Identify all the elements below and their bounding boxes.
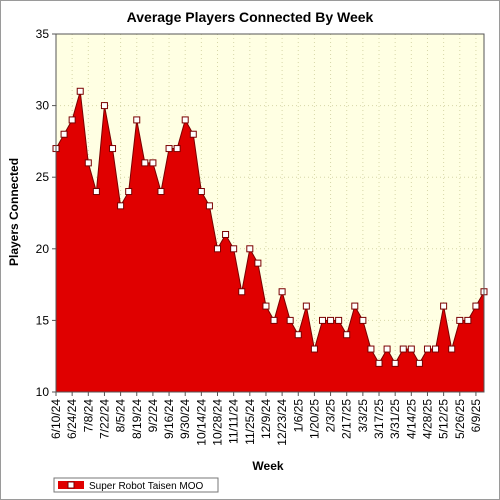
data-point: [68, 116, 76, 124]
data-point: [141, 159, 149, 167]
x-tick-label: 2/17/25: [340, 399, 354, 439]
y-tick-label: 10: [36, 385, 50, 399]
x-tick-label: 9/30/24: [178, 399, 192, 439]
data-point: [246, 245, 254, 253]
x-tick-label: 3/31/25: [388, 399, 402, 439]
data-point: [407, 345, 415, 353]
data-point: [327, 316, 335, 324]
y-tick-label: 35: [36, 27, 50, 41]
x-tick-label: 6/24/24: [65, 399, 79, 439]
data-point: [230, 245, 238, 253]
data-point: [149, 159, 157, 167]
data-point: [432, 345, 440, 353]
y-tick-label: 20: [36, 242, 50, 256]
data-point: [472, 302, 480, 310]
legend-box: [53, 477, 219, 493]
data-point: [391, 359, 399, 367]
data-point: [197, 188, 205, 196]
data-point: [399, 345, 407, 353]
x-tick-label: 12/23/24: [275, 399, 289, 446]
chart-title: Average Players Connected By Week: [127, 9, 374, 25]
x-tick-label: 10/28/24: [211, 399, 225, 446]
x-tick-label: 11/25/24: [243, 399, 257, 445]
x-tick-label: 7/8/24: [81, 399, 95, 433]
data-point: [222, 230, 230, 238]
data-point: [181, 116, 189, 124]
data-point: [117, 202, 125, 210]
x-tick-label: 11/11/24: [227, 399, 241, 444]
data-point: [270, 316, 278, 324]
data-point: [367, 345, 375, 353]
x-tick-label: 6/10/24: [49, 399, 63, 439]
data-point: [294, 331, 302, 339]
data-point: [262, 302, 270, 310]
data-point: [359, 316, 367, 324]
data-point: [165, 145, 173, 153]
y-tick-label: 15: [36, 313, 50, 327]
legend-label: Super Robot Taisen MOO: [89, 481, 204, 492]
y-tick-label: 30: [36, 99, 50, 113]
data-point: [286, 316, 294, 324]
data-point: [60, 130, 68, 138]
data-point: [318, 316, 326, 324]
x-tick-label: 4/14/25: [404, 399, 418, 439]
data-point: [133, 116, 141, 124]
data-point: [310, 345, 318, 353]
y-axis-ticks: 10 15 20 25 30 35: [36, 27, 56, 399]
data-point: [448, 345, 456, 353]
x-tick-label: 9/16/24: [162, 399, 176, 439]
legend-marker: [67, 481, 75, 489]
data-point: [335, 316, 343, 324]
data-point: [84, 159, 92, 167]
plot-border: [55, 33, 485, 393]
x-tick-label: 3/17/25: [372, 399, 386, 439]
data-point: [173, 145, 181, 153]
data-point: [302, 302, 310, 310]
x-tick-label: 1/20/25: [307, 399, 321, 439]
legend: Super Robot Taisen MOO: [53, 477, 219, 493]
series-area: [56, 91, 484, 392]
x-tick-label: 7/22/24: [97, 399, 111, 439]
data-point: [440, 302, 448, 310]
x-tick-label: 8/19/24: [130, 399, 144, 439]
x-tick-label: 5/12/25: [437, 399, 451, 439]
x-tick-label: 9/2/24: [146, 399, 160, 433]
data-point: [343, 331, 351, 339]
data-point: [189, 130, 197, 138]
y-tick-label: 25: [36, 170, 50, 184]
data-point: [383, 345, 391, 353]
data-point: [125, 188, 133, 196]
x-axis-ticks: 6/10/24 6/24/24 7/8/24 7/22/24 8/5/24 8/19/24…: [49, 392, 483, 446]
y-axis-title: Players Connected: [7, 158, 21, 266]
data-point: [214, 245, 222, 253]
data-point: [100, 102, 108, 110]
x-tick-label: 1/6/25: [291, 399, 305, 433]
x-tick-label: 4/28/25: [420, 399, 434, 439]
data-point: [92, 188, 100, 196]
data-point: [254, 259, 262, 267]
x-tick-label: 12/9/24: [259, 399, 273, 439]
data-point: [109, 145, 117, 153]
data-point: [375, 359, 383, 367]
x-tick-label: 3/3/25: [356, 399, 370, 433]
x-tick-label: 6/9/25: [469, 399, 483, 433]
x-tick-label: 10/14/24: [194, 399, 208, 446]
data-point: [238, 288, 246, 296]
data-point: [423, 345, 431, 353]
x-axis-title: Week: [252, 459, 283, 473]
x-tick-label: 2/3/25: [324, 399, 338, 433]
data-point: [415, 359, 423, 367]
data-point: [76, 87, 84, 95]
data-point: [157, 188, 165, 196]
x-tick-label: 5/26/25: [453, 399, 467, 439]
data-markers: [52, 87, 488, 367]
data-point: [456, 316, 464, 324]
x-tick-label: 8/5/24: [114, 399, 128, 433]
data-point: [278, 288, 286, 296]
data-point: [205, 202, 213, 210]
data-point: [464, 316, 472, 324]
data-point: [351, 302, 359, 310]
